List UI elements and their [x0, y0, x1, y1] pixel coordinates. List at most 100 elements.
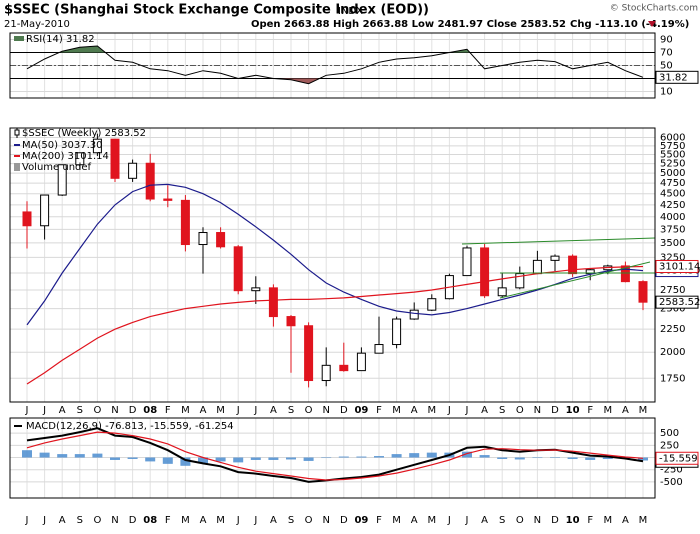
value-tag: 3101.14: [659, 261, 700, 272]
x-tick-label: A: [622, 405, 629, 416]
x-tick-label: F: [376, 405, 382, 416]
down-arrow: [648, 21, 656, 27]
x-tick-label: A: [481, 515, 488, 526]
moving-average-line: [26, 265, 644, 385]
histogram-bar: [497, 457, 508, 459]
y-tick-label: 4750: [660, 178, 685, 189]
x-tick-label: A: [270, 515, 277, 526]
x-tick-label: 09: [354, 515, 368, 526]
candle-body: [480, 247, 490, 297]
histogram-bar: [638, 457, 648, 461]
candle-body: [180, 199, 190, 246]
legend-title: $SSEC (Weekly) 2583.52: [22, 128, 146, 139]
exchange: INDX: [338, 6, 363, 17]
histogram-bar: [215, 457, 226, 462]
trendlines: [461, 237, 656, 299]
x-tick-label: D: [129, 405, 137, 416]
y-tick-label: 90: [660, 35, 673, 46]
x-tick-label: S: [288, 515, 294, 526]
histogram-bar: [92, 453, 103, 458]
rsi-line: [26, 45, 644, 85]
x-tick-label: F: [165, 405, 171, 416]
x-tick-label: J: [465, 405, 469, 416]
legend-icon: [14, 36, 24, 41]
histogram-bar: [233, 457, 244, 463]
candle-body: [620, 265, 630, 283]
x-tick-label: F: [376, 515, 382, 526]
legend-label: Volume undef: [22, 162, 92, 173]
candle-body: [339, 364, 349, 372]
candle-body: [163, 198, 173, 201]
y-tick-label: 4500: [660, 189, 685, 200]
y-tick-label: 3750: [660, 224, 685, 235]
histogram-bar: [426, 452, 437, 458]
y-tick-label: 1750: [660, 373, 685, 384]
x-tick-label: J: [25, 405, 29, 416]
x-tick-label: A: [59, 405, 66, 416]
histogram-bar: [514, 457, 525, 460]
date: 21-May-2010: [4, 19, 70, 30]
x-tick-label: M: [392, 405, 401, 416]
histogram-bar: [602, 457, 613, 459]
y-tick-label: 5000: [660, 168, 685, 179]
x-tick-label: 08: [143, 405, 157, 416]
histogram-bar: [268, 457, 279, 460]
candle-body: [550, 255, 560, 261]
histogram-bar: [198, 457, 208, 464]
legend-icon: [14, 163, 20, 171]
candle-body: [427, 298, 437, 311]
x-tick-label: J: [25, 515, 29, 526]
panel-title: MACD(12,26,9) -76.813, -15.559, -61.254: [26, 421, 234, 432]
histogram-bar: [409, 453, 420, 458]
candle-body: [40, 194, 50, 227]
x-tick-label: A: [200, 515, 207, 526]
candle-body: [304, 325, 314, 382]
candle-body: [392, 318, 402, 346]
macd-line: [26, 427, 644, 483]
x-tick-label: O: [305, 515, 313, 526]
change: Chg -113.10 (-4.19%): [570, 19, 689, 30]
x-tick-label: 09: [354, 405, 368, 416]
x-tick-label: M: [181, 405, 190, 416]
x-tick-label: F: [165, 515, 171, 526]
y-tick-label: 2000: [660, 347, 685, 358]
moving-average-line: [26, 183, 644, 326]
candle-body: [638, 281, 648, 303]
x-tick-label: S: [288, 405, 294, 416]
y-tick-label: 2500: [660, 304, 685, 315]
x-tick-label: J: [42, 515, 46, 526]
candle-body: [268, 287, 278, 318]
x-tick-label: O: [93, 405, 101, 416]
x-tick-label: J: [236, 405, 240, 416]
candle-body: [374, 344, 384, 354]
histogram-bar: [303, 457, 314, 461]
value-tag: 31.82: [659, 72, 688, 83]
histogram-bar: [567, 457, 578, 459]
candle-body: [198, 232, 208, 246]
x-tick-label: N: [111, 515, 118, 526]
candle-body: [585, 269, 595, 275]
x-tick-label: M: [427, 515, 436, 526]
x-tick-label: D: [340, 405, 348, 416]
y-tick-label: 50: [660, 61, 673, 72]
x-tick-label: O: [305, 405, 313, 416]
histogram-bar: [57, 454, 68, 458]
candle-body: [356, 352, 366, 372]
candle-body: [515, 273, 525, 289]
histogram-bar: [585, 457, 596, 460]
candle-body: [233, 246, 243, 292]
x-tick-label: S: [499, 405, 505, 416]
x-tick-label: S: [77, 405, 83, 416]
value-tag-box: [655, 259, 699, 273]
x-tick-label: O: [93, 515, 101, 526]
x-tick-label: D: [551, 405, 559, 416]
x-tick-label: D: [129, 515, 137, 526]
value-tag-box: [655, 451, 699, 465]
x-tick-label: O: [516, 515, 524, 526]
y-tick-label: 70: [660, 48, 673, 59]
candle-body: [321, 364, 331, 382]
y-tick-label: 2250: [660, 324, 685, 335]
